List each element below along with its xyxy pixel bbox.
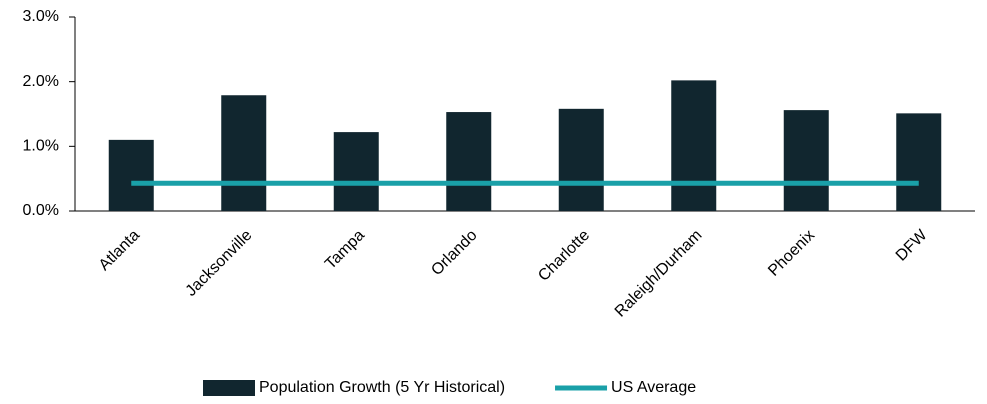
- x-tick-label: Charlotte: [535, 227, 593, 285]
- y-tick-label: 0.0%: [23, 202, 59, 219]
- x-tick-label: DFW: [893, 226, 931, 264]
- legend-label: Population Growth (5 Yr Historical): [259, 379, 505, 396]
- bar: [446, 112, 492, 211]
- y-tick-label: 3.0%: [23, 8, 59, 25]
- bar: [671, 80, 717, 211]
- y-tick-label: 1.0%: [23, 138, 59, 155]
- x-tick-label: Atlanta: [96, 227, 143, 274]
- x-tick-label: Raleigh/Durham: [612, 227, 706, 321]
- y-tick-label: 2.0%: [23, 73, 59, 90]
- x-tick-label: Orlando: [428, 227, 480, 279]
- x-tick-label: Phoenix: [765, 227, 818, 280]
- bar: [221, 95, 267, 211]
- x-tick-label: Jacksonville: [183, 227, 256, 300]
- legend-label: US Average: [611, 379, 696, 396]
- x-tick-label: Tampa: [322, 227, 368, 273]
- bar: [558, 108, 604, 211]
- bar: [333, 132, 379, 211]
- bar: [896, 113, 942, 211]
- bar: [783, 110, 829, 211]
- bar: [108, 139, 154, 211]
- legend-swatch: [203, 380, 255, 396]
